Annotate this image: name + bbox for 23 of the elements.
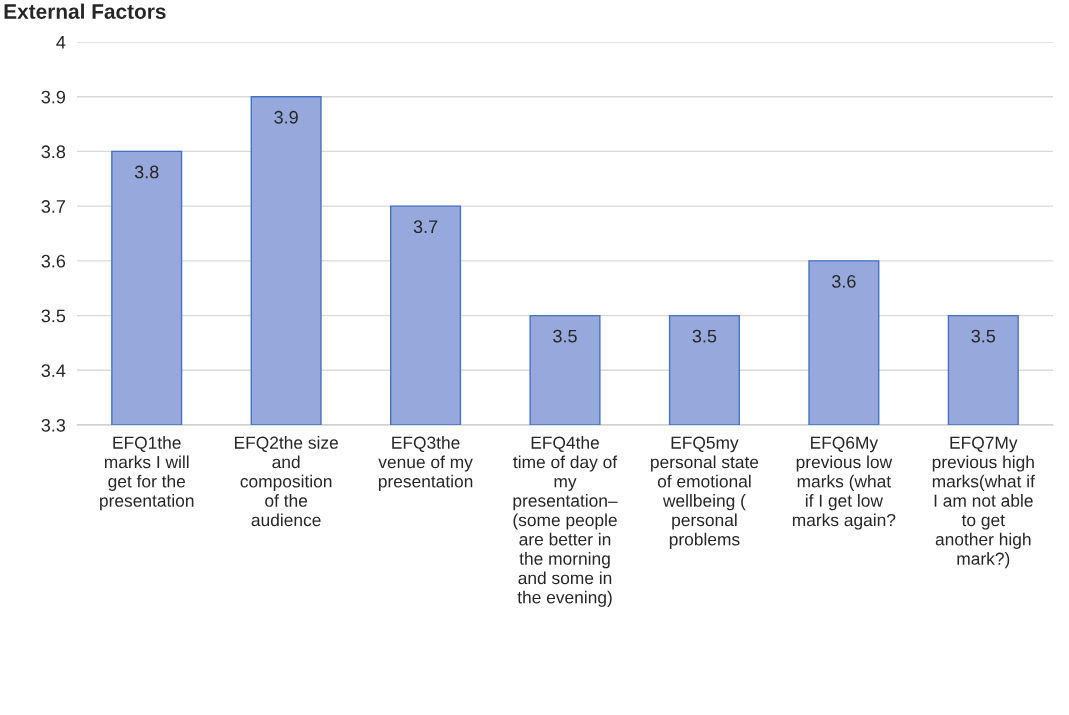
y-tick-label: 3.3 xyxy=(41,418,66,432)
category-label: EFQ4the time of day of my presentation– (some people are better in the morning and some in the evening) xyxy=(513,436,618,607)
y-tick-label: 3.4 xyxy=(41,364,66,378)
data-label: 3.7 xyxy=(413,220,438,234)
y-tick-label: 3.6 xyxy=(41,254,66,268)
y-tick-label: 4 xyxy=(56,36,66,49)
y-tick-label: 3.5 xyxy=(41,309,66,323)
x-tick-label: EFQ5my personal state of emotional wellbeing ( personal problems xyxy=(651,436,759,549)
y-tick-label: 3.8 xyxy=(41,145,66,159)
x-tick-label: EFQ3the venue of my presentation xyxy=(378,436,473,491)
chart-title: External Factors xyxy=(4,3,166,19)
data-label: 3.5 xyxy=(553,329,577,343)
data-label: 3.5 xyxy=(971,329,996,343)
x-tick-label: EFQ7My previous high marks(what if I am not able to get another high mark?) xyxy=(932,436,1035,569)
x-tick-label: EFQ6My previous low marks (what if I get low marks again? xyxy=(792,436,896,530)
y-tick-label: 3.9 xyxy=(41,90,66,104)
y-tick-label: 3.7 xyxy=(41,200,65,213)
x-tick-label: EFQ1the marks I will get for the presentation xyxy=(100,436,194,511)
data-label: 3.8 xyxy=(134,165,159,179)
data-label: 3.5 xyxy=(692,329,717,343)
data-label: 3.9 xyxy=(274,110,298,124)
data-label: 3.6 xyxy=(832,275,856,288)
x-tick-label: EFQ2the size and composition of the audience xyxy=(234,436,338,527)
